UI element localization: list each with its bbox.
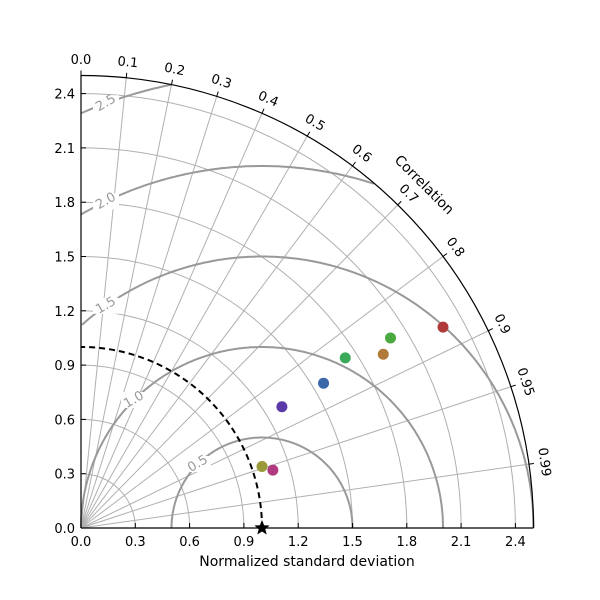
correlation-tick-mark <box>397 200 402 206</box>
reference-std-arc <box>80 346 263 529</box>
rms-label-background <box>185 456 212 473</box>
correlation-tick-label: 0.0 <box>71 53 92 68</box>
rms-contour <box>170 436 354 528</box>
std-grid-arc <box>80 364 245 529</box>
y-tick-label: 1.2 <box>54 305 75 320</box>
correlation-tick-mark <box>306 131 311 137</box>
rms-contour-label: 1.5 <box>93 294 118 317</box>
correlation-tick-mark <box>528 462 534 465</box>
correlation-grid-line <box>80 386 512 529</box>
x-tick-label: 0.9 <box>234 535 255 550</box>
correlation-grid-line <box>80 330 489 529</box>
y-tick-label: 2.4 <box>54 88 75 103</box>
data-point <box>377 348 389 360</box>
rms-label-background <box>93 95 119 112</box>
y-tick-label: 1.8 <box>54 196 75 211</box>
std-grid-arc <box>80 256 353 529</box>
x-axis-label: Normalized standard deviation <box>199 554 414 570</box>
correlation-grid-line <box>80 96 218 529</box>
data-point <box>276 401 288 413</box>
y-tick-label: 0.6 <box>54 413 75 428</box>
correlation-tick-label: 0.1 <box>117 54 139 71</box>
data-point-layer <box>254 321 449 535</box>
correlation-tick-label: 0.5 <box>302 111 327 134</box>
correlation-tick-label: 0.4 <box>256 89 281 111</box>
x-tick-label: 2.4 <box>505 535 526 550</box>
correlation-grid-line <box>80 256 444 529</box>
correlation-grid-line <box>80 204 399 529</box>
correlation-tick-mark <box>261 108 265 114</box>
y-tick-label: 0.0 <box>54 522 75 537</box>
correlation-tick-label: 0.95 <box>513 366 536 398</box>
axis-layer: 0.0 0.1 0.20.30.40.50.60.70.80.90.950.990.… <box>54 53 553 550</box>
data-point <box>437 321 449 333</box>
std-grid-arc <box>80 147 462 529</box>
correlation-tick-label: 0.6 <box>349 142 375 166</box>
y-tick-label: 2.1 <box>54 142 75 157</box>
std-grid-arc <box>80 418 191 529</box>
reference-star-marker <box>254 520 270 535</box>
rms-label-background <box>93 193 119 210</box>
x-tick-label: 2.1 <box>451 535 472 550</box>
correlation-tick-mark <box>171 79 173 85</box>
x-tick-label: 1.5 <box>342 535 363 550</box>
x-tick-label: 0.0 <box>71 535 92 550</box>
rms-contour <box>81 255 535 528</box>
std-grid-arc <box>80 473 136 529</box>
rms-label-background <box>93 297 119 314</box>
correlation-grid-line <box>80 165 353 529</box>
x-tick-label: 1.8 <box>396 535 417 550</box>
std-grid-arc <box>80 310 299 529</box>
correlation-grid-line <box>80 113 263 529</box>
correlation-tick-label: 0.2 <box>163 61 186 80</box>
correlation-tick-mark <box>216 91 219 97</box>
correlation-tick-label: 0.9 <box>490 312 513 337</box>
correlation-tick-mark <box>488 328 493 332</box>
correlation-tick-mark <box>510 384 516 388</box>
x-tick-label: 0.3 <box>125 535 146 550</box>
rms-label-background <box>121 392 148 409</box>
y-tick-label: 1.5 <box>54 251 75 266</box>
correlation-tick-label: 0.8 <box>443 235 467 261</box>
rms-contour-layer: 0.51.01.52.02.5 <box>80 83 535 528</box>
y-tick-label: 0.9 <box>54 359 75 374</box>
outer-boundary-arc <box>80 74 535 529</box>
correlation-grid-line <box>80 135 308 529</box>
std-grid-arc <box>80 201 408 529</box>
data-point <box>256 460 268 472</box>
data-point <box>267 464 279 476</box>
grid-layer <box>80 75 530 529</box>
std-grid-arc <box>80 93 516 529</box>
data-point <box>339 352 351 364</box>
data-point <box>318 377 330 389</box>
correlation-tick-mark <box>442 253 448 257</box>
rms-contour <box>80 165 375 216</box>
rms-contour <box>80 346 444 528</box>
correlation-tick-label: 0.99 <box>534 447 553 478</box>
data-point <box>385 332 397 344</box>
correlation-tick-label: 0.3 <box>209 72 233 93</box>
correlation-tick-mark <box>352 161 356 167</box>
x-tick-label: 0.6 <box>179 535 200 550</box>
correlation-tick-mark <box>125 72 128 78</box>
x-tick-label: 1.2 <box>288 535 309 550</box>
correlation-grid-line <box>80 463 530 529</box>
y-tick-label: 0.3 <box>54 468 75 483</box>
